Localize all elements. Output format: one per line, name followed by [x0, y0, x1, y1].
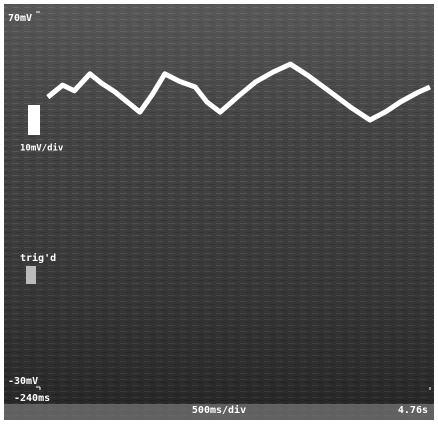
x-scale-label: 500ms/div — [192, 404, 246, 416]
y-tick-label: -30mV — [8, 376, 38, 387]
scope-screen: 10mV/div 500ms/div trig'd 70mV -30mV -240m… — [0, 0, 438, 425]
x-tick-label: -240ms — [14, 393, 50, 404]
x-tick-label: 4.76s — [398, 405, 428, 416]
trigger-label: trig'd — [20, 252, 56, 264]
page: 10mV/div 500ms/div trig'd 70mV -30mV -240m… — [0, 0, 438, 425]
trigger-marker — [26, 266, 36, 284]
y-tick-label: 70mV — [8, 13, 32, 24]
y-scale-label: 10mV/div — [20, 143, 64, 154]
screen-shade — [4, 4, 434, 420]
level-marker — [28, 105, 40, 135]
